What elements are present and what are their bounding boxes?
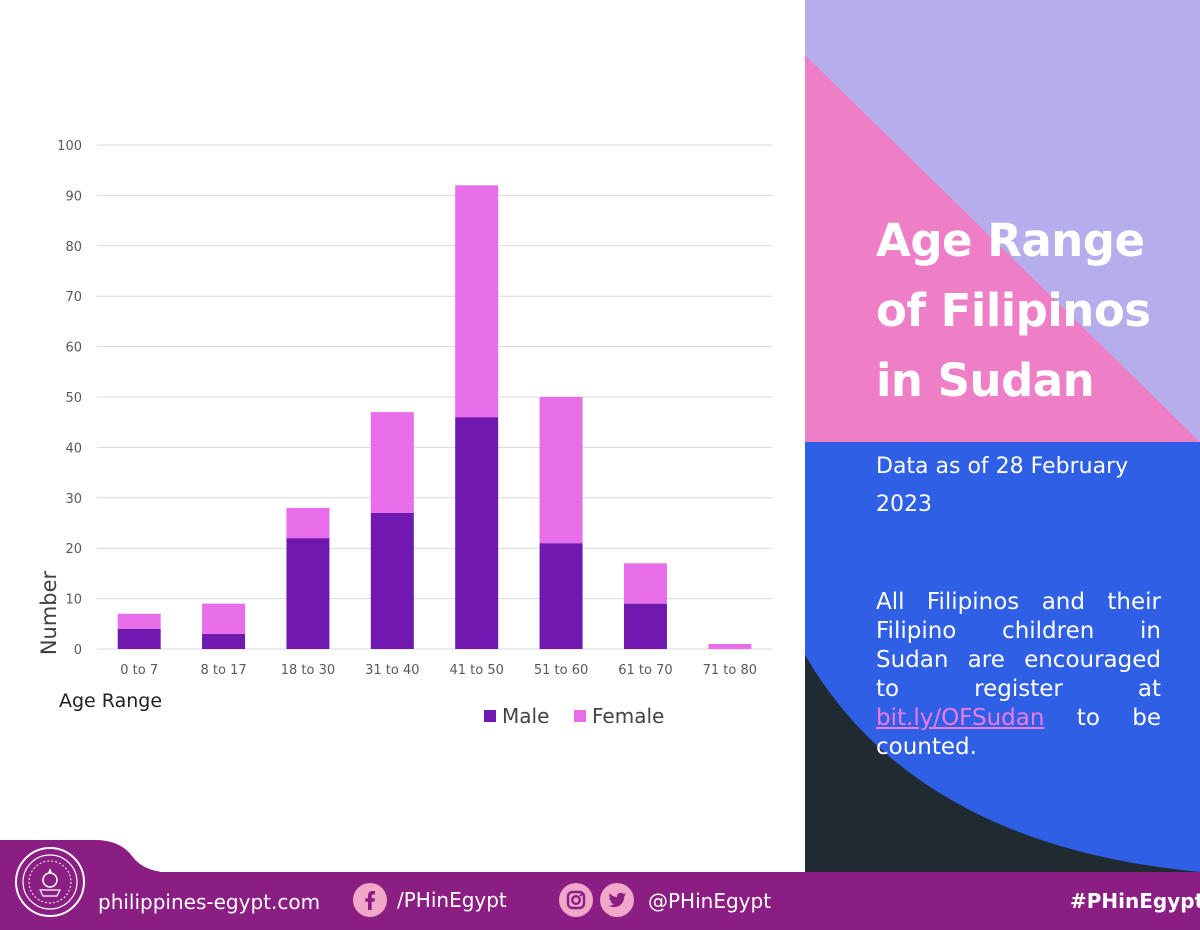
registration-message: All Filipinos and their Filipino childre… xyxy=(876,588,1161,762)
title-line: in Sudan xyxy=(876,354,1095,407)
twitter-icon[interactable] xyxy=(600,883,634,917)
x-tick-label: 8 to 17 xyxy=(200,663,246,678)
y-tick-label: 20 xyxy=(65,542,82,557)
title-line: of Filipinos xyxy=(876,284,1151,337)
y-tick-label: 30 xyxy=(65,492,82,507)
x-tick-label: 61 to 70 xyxy=(618,663,672,678)
y-tick-label: 80 xyxy=(65,240,82,255)
y-tick-label: 70 xyxy=(65,290,82,305)
x-tick-label: 18 to 30 xyxy=(281,663,335,678)
bar-male xyxy=(623,603,667,649)
facebook-handle[interactable]: /PHinEgypt xyxy=(397,888,507,912)
gridlines xyxy=(97,144,772,650)
y-tick-label: 50 xyxy=(65,391,82,406)
legend-swatch-female xyxy=(574,710,586,722)
panel-title: Age Range of Filipinos in Sudan xyxy=(876,206,1176,416)
legend: Male Female xyxy=(484,704,664,728)
bar-male xyxy=(455,417,499,649)
bar-male xyxy=(202,633,246,649)
bar-female xyxy=(455,185,499,418)
y-tick-label: 60 xyxy=(65,341,82,356)
y-tick-label: 100 xyxy=(57,139,82,154)
y-tick-label: 0 xyxy=(74,643,82,658)
registration-link[interactable]: bit.ly/OFSudan xyxy=(876,705,1045,731)
y-tick-label: 40 xyxy=(65,441,82,456)
info-panel xyxy=(805,0,1200,872)
bar-male xyxy=(370,512,414,649)
title-line: Age Range xyxy=(876,214,1145,267)
x-tick-label: 71 to 80 xyxy=(703,663,757,678)
x-tick-label: 0 to 7 xyxy=(120,663,158,678)
legend-label-female: Female xyxy=(592,704,664,728)
bar-female xyxy=(708,643,752,649)
y-axis-label: Number xyxy=(37,570,61,655)
facebook-icon[interactable] xyxy=(353,883,387,917)
y-tick-label: 10 xyxy=(65,593,82,608)
footer-bar: philippines-egypt.com /PHinEgypt @PHinEg… xyxy=(0,872,1200,930)
hashtag: #PHinEgypt xyxy=(1070,889,1200,913)
bar-female xyxy=(117,613,161,629)
bar-female xyxy=(539,397,583,544)
bars xyxy=(117,185,752,649)
message-text-end: to be counted. xyxy=(876,705,1161,760)
y-tick-label: 90 xyxy=(65,189,82,204)
legend-label-male: Male xyxy=(502,704,549,728)
data-date: Data as of 28 February 2023 xyxy=(876,454,1129,517)
website-link[interactable]: philippines-egypt.com xyxy=(98,890,321,914)
bar-male xyxy=(539,543,583,649)
legend-swatch-male xyxy=(484,710,496,722)
y-axis-ticks: 0 10 20 30 40 50 60 70 80 90 100 xyxy=(57,139,82,658)
x-axis-ticks: 0 to 7 8 to 17 18 to 30 31 to 40 41 to 50 51 … xyxy=(120,663,757,678)
bar-female xyxy=(286,507,330,539)
bar-male xyxy=(117,628,161,649)
x-tick-label: 51 to 60 xyxy=(534,663,588,678)
instagram-icon[interactable] xyxy=(559,883,593,917)
x-axis-label: Age Range xyxy=(59,690,162,712)
message-text: All Filipinos and their Filipino childre… xyxy=(876,589,1161,702)
bar-female xyxy=(202,603,246,634)
embassy-seal-icon xyxy=(15,847,85,917)
panel-background xyxy=(805,0,1200,872)
panel-dark-shape xyxy=(805,655,1200,872)
x-tick-label: 31 to 40 xyxy=(365,663,419,678)
bar-female xyxy=(623,563,667,604)
social-handle[interactable]: @PHinEgypt xyxy=(648,889,772,913)
bar-male xyxy=(286,538,330,649)
age-range-chart: 0 10 20 30 40 50 60 70 80 90 100 0 to 7 8 to 17 18 t… xyxy=(37,139,772,728)
bar-female xyxy=(370,412,414,513)
panel-pink-triangle xyxy=(805,55,1200,442)
x-tick-label: 41 to 50 xyxy=(449,663,503,678)
